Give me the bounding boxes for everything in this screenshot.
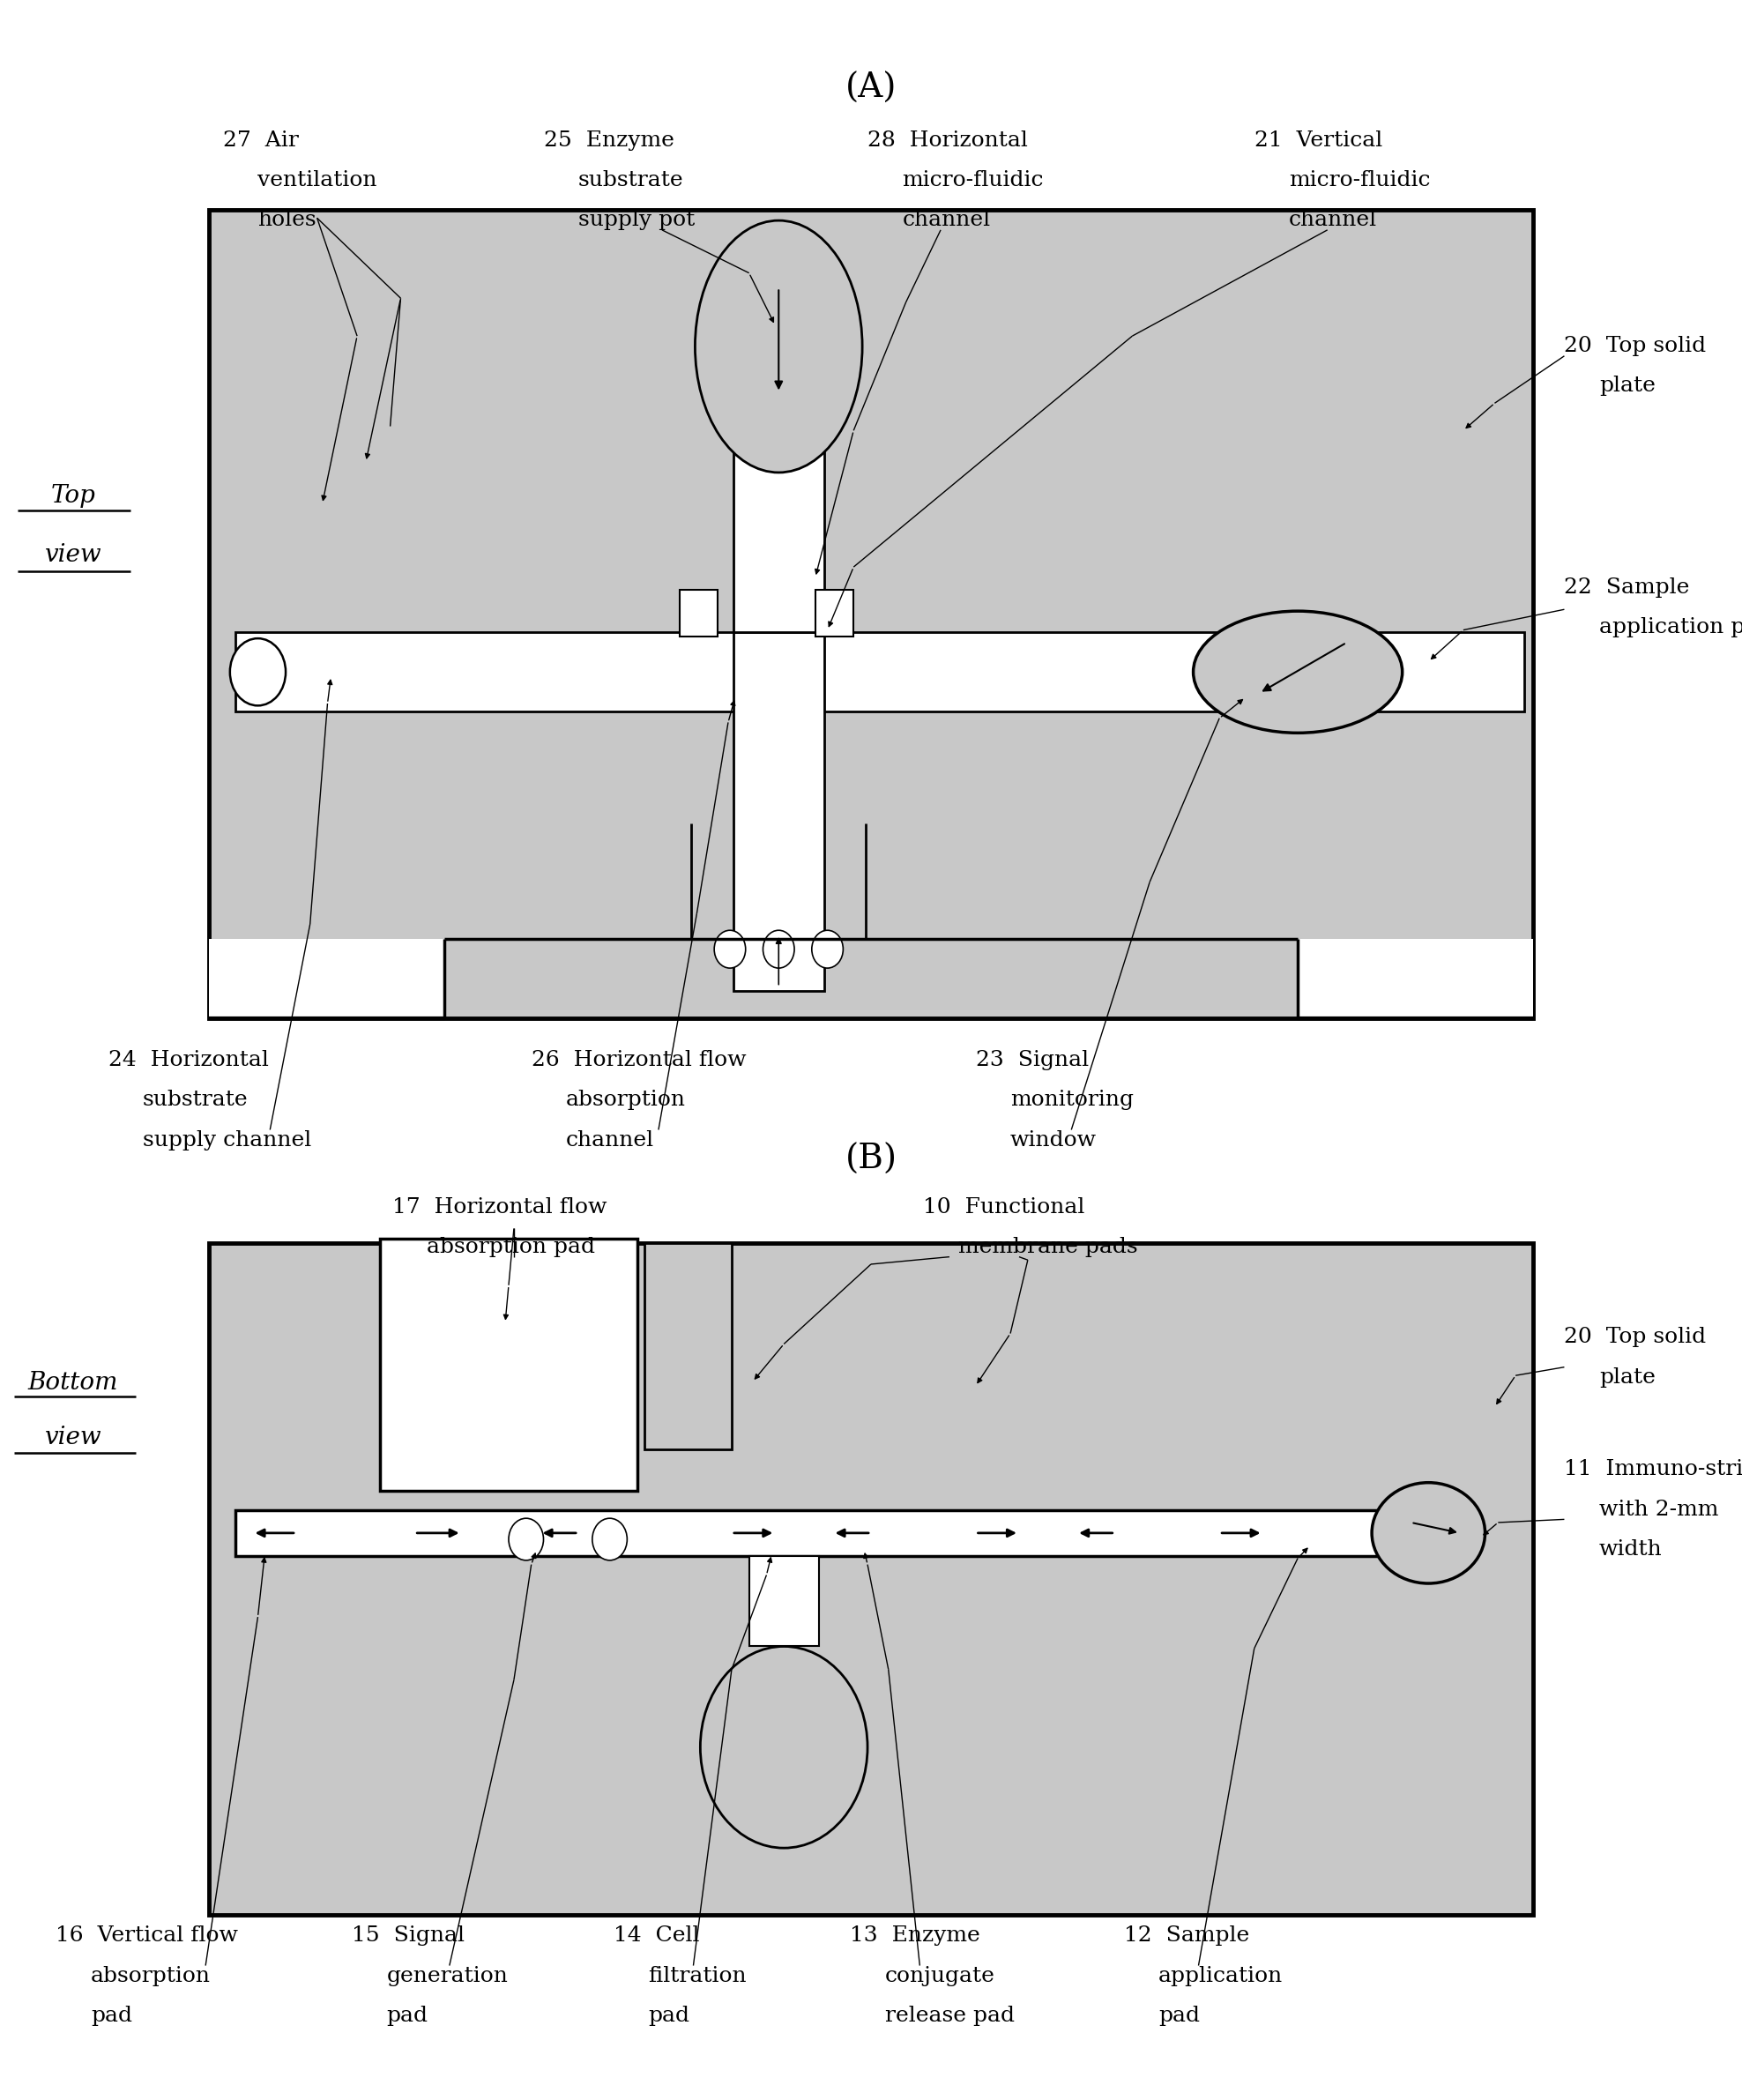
- Text: absorption: absorption: [566, 1090, 686, 1111]
- Text: monitoring: monitoring: [1010, 1090, 1134, 1111]
- Circle shape: [592, 1518, 627, 1560]
- Text: 17  Horizontal flow: 17 Horizontal flow: [392, 1197, 606, 1218]
- Bar: [380, 1239, 638, 1491]
- Text: pad: pad: [1158, 2005, 1200, 2026]
- Bar: [645, 1243, 732, 1449]
- Text: conjugate: conjugate: [885, 1966, 995, 1987]
- Text: plate: plate: [1599, 1367, 1655, 1388]
- Circle shape: [230, 638, 286, 706]
- Text: 16  Vertical flow: 16 Vertical flow: [56, 1926, 239, 1947]
- Text: generation: generation: [387, 1966, 509, 1987]
- Text: supply channel: supply channel: [143, 1130, 312, 1151]
- Circle shape: [763, 930, 794, 968]
- Text: 23  Signal: 23 Signal: [976, 1050, 1089, 1071]
- Text: view: view: [45, 544, 101, 567]
- Circle shape: [700, 1646, 868, 1848]
- Bar: [733, 632, 824, 991]
- Text: channel: channel: [902, 210, 991, 231]
- Text: filtration: filtration: [648, 1966, 746, 1987]
- Bar: [679, 590, 718, 636]
- Bar: [749, 1556, 819, 1646]
- Ellipse shape: [695, 220, 862, 472]
- Text: with 2-mm: with 2-mm: [1599, 1499, 1719, 1520]
- Bar: [733, 420, 824, 632]
- Text: pad: pad: [648, 2005, 690, 2026]
- Circle shape: [812, 930, 843, 968]
- Circle shape: [509, 1518, 544, 1560]
- Text: 15  Signal: 15 Signal: [352, 1926, 465, 1947]
- Text: 20  Top solid: 20 Top solid: [1564, 336, 1707, 357]
- Bar: [1298, 939, 1533, 1018]
- Text: absorption: absorption: [91, 1966, 211, 1987]
- Text: channel: channel: [566, 1130, 655, 1151]
- Text: release pad: release pad: [885, 2005, 1014, 2026]
- Text: 11  Immuno-strip: 11 Immuno-strip: [1564, 1459, 1742, 1480]
- Text: 21  Vertical: 21 Vertical: [1254, 130, 1383, 151]
- Text: micro-fluidic: micro-fluidic: [1289, 170, 1430, 191]
- Bar: [209, 210, 1533, 1018]
- Text: (B): (B): [845, 1142, 897, 1176]
- Circle shape: [714, 930, 746, 968]
- Text: view: view: [45, 1426, 101, 1449]
- Text: (A): (A): [845, 71, 897, 105]
- Text: substrate: substrate: [143, 1090, 249, 1111]
- Text: micro-fluidic: micro-fluidic: [902, 170, 1043, 191]
- Bar: [235, 632, 1524, 712]
- Text: pad: pad: [387, 2005, 429, 2026]
- Text: 28  Horizontal: 28 Horizontal: [868, 130, 1028, 151]
- Text: 22  Sample: 22 Sample: [1564, 578, 1690, 598]
- Text: 13  Enzyme: 13 Enzyme: [850, 1926, 981, 1947]
- Text: 10  Functional: 10 Functional: [923, 1197, 1085, 1218]
- Text: ventilation: ventilation: [258, 170, 378, 191]
- Text: holes: holes: [258, 210, 317, 231]
- Text: channel: channel: [1289, 210, 1378, 231]
- Text: 12  Sample: 12 Sample: [1124, 1926, 1249, 1947]
- Text: width: width: [1599, 1539, 1662, 1560]
- Text: 14  Cell: 14 Cell: [613, 1926, 699, 1947]
- Bar: [209, 939, 444, 1018]
- Text: pad: pad: [91, 2005, 132, 2026]
- Text: 20  Top solid: 20 Top solid: [1564, 1327, 1707, 1348]
- Text: 27  Air: 27 Air: [223, 130, 298, 151]
- Text: Bottom: Bottom: [28, 1371, 118, 1394]
- Bar: [815, 590, 854, 636]
- Text: absorption pad: absorption pad: [427, 1237, 596, 1258]
- Text: application: application: [1158, 1966, 1282, 1987]
- Text: plate: plate: [1599, 376, 1655, 397]
- Text: supply pot: supply pot: [578, 210, 695, 231]
- Bar: [209, 1243, 1533, 1915]
- Bar: [235, 1510, 1428, 1556]
- Ellipse shape: [1371, 1483, 1484, 1583]
- Ellipse shape: [1193, 611, 1402, 733]
- Text: 26  Horizontal flow: 26 Horizontal flow: [531, 1050, 746, 1071]
- Text: membrane pads: membrane pads: [958, 1237, 1138, 1258]
- Text: application pot: application pot: [1599, 617, 1742, 638]
- Text: substrate: substrate: [578, 170, 685, 191]
- Text: 25  Enzyme: 25 Enzyme: [544, 130, 674, 151]
- Text: window: window: [1010, 1130, 1097, 1151]
- Text: Top: Top: [51, 485, 96, 508]
- Text: 24  Horizontal: 24 Horizontal: [108, 1050, 268, 1071]
